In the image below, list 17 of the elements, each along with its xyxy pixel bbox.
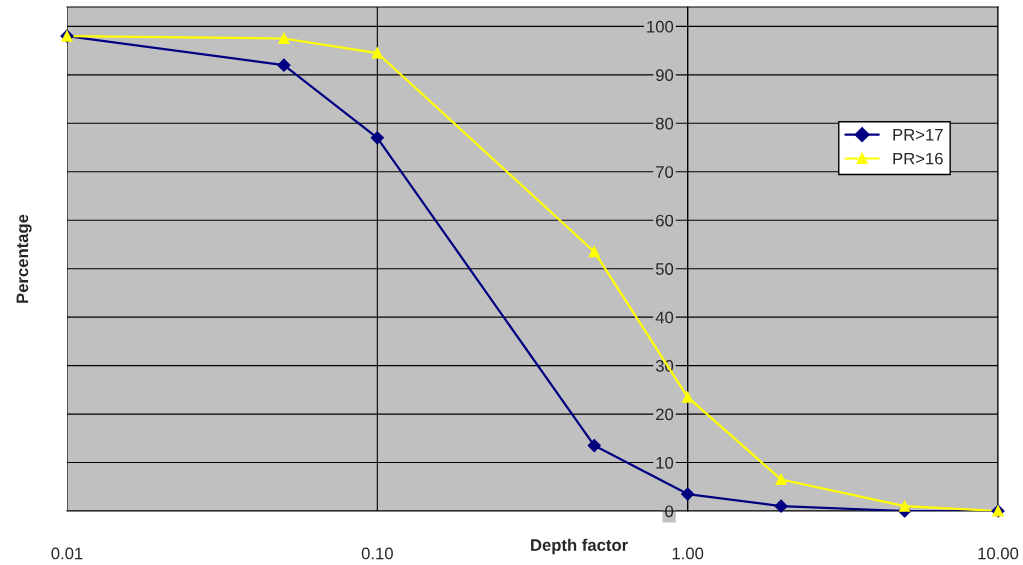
y-tick-label: 70 [656,166,674,178]
y-tick-label: 10 [656,456,674,469]
y-tick-label: 80 [655,117,674,130]
y-tick-label: 90 [656,69,674,82]
x-tick-label: 0.10 [361,547,393,560]
y-tick-label: 60 [656,214,674,227]
y-tick-label: 50 [655,263,674,275]
y-axis-title: Percentage [16,214,32,303]
legend-label: PR>16 [893,152,943,165]
legend-label: PR>17 [893,129,943,141]
x-axis-title: Depth factor [531,538,628,555]
x-tick-label: 10.00 [978,547,1019,560]
y-tick-label: 100 [647,20,674,33]
x-tick-label: 0.01 [51,547,83,560]
y-tick-label: 40 [655,311,674,324]
x-tick-label: 1.00 [672,547,704,560]
y-tick-label: 20 [656,408,674,421]
